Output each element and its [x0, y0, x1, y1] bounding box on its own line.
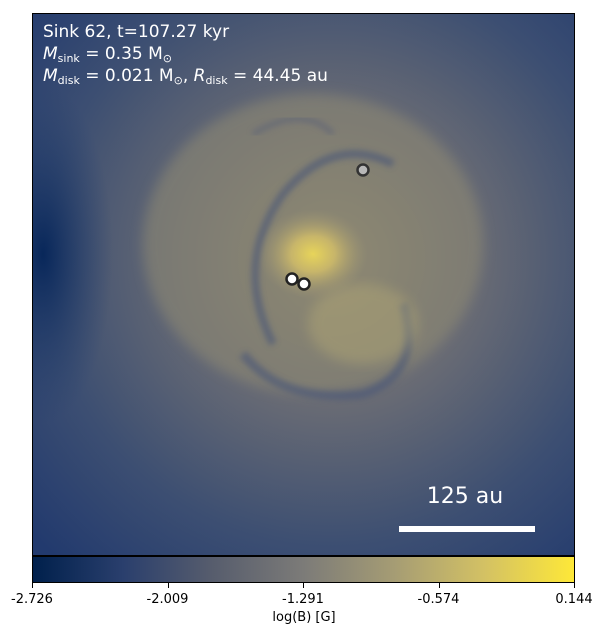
colorbar-label: log(B) [G]: [272, 610, 336, 625]
sink-mass-line: Msink = 0.35 M⊙: [43, 43, 172, 70]
colorbar-tick-label: -1.291: [282, 592, 324, 607]
colorbar-tick: [438, 583, 440, 588]
colorbar-tick: [574, 583, 575, 588]
magnetic-field-map: Sink 62, t=107.27 kyr Msink = 0.35 M⊙ Md…: [32, 13, 575, 556]
colorbar-tick-label: -0.574: [417, 592, 460, 607]
sink-c-marker: [356, 163, 370, 177]
colorbar-tick: [303, 583, 304, 588]
m-sink-value: = 0.35 M: [79, 44, 163, 64]
m-sink-unit: ⊙: [162, 52, 173, 65]
m-disk-value: = 0.021 M: [79, 66, 174, 86]
m-sink-sub: sink: [57, 52, 80, 65]
colorbar: [32, 556, 575, 583]
colorbar-tick: [32, 583, 33, 588]
colorbar-tick-label: -2.726: [11, 592, 53, 607]
low-field-region: [33, 84, 113, 424]
scale-bar-label: 125 au: [426, 484, 504, 509]
m-disk-unit: ⊙: [173, 74, 183, 87]
bright-core: [258, 209, 368, 299]
m-sink-symbol: M: [43, 44, 58, 64]
spiral-arm-3: [251, 116, 336, 137]
spiral-arm-1: [251, 150, 395, 346]
field-image: [33, 14, 574, 555]
sink-b-marker: [297, 277, 311, 291]
m-disk-symbol: M: [43, 66, 58, 86]
r-disk-value: = 44.45 au: [227, 66, 328, 86]
disk-line: Mdisk = 0.021 M⊙, Rdisk = 44.45 au: [43, 65, 328, 92]
r-disk-sub: disk: [205, 74, 228, 87]
sink-a-marker: [285, 272, 299, 286]
scale-bar: [399, 526, 535, 532]
bright-arm: [308, 284, 418, 364]
colorbar-tick: [167, 583, 169, 588]
colorbar-tick-label: -2.009: [146, 592, 189, 607]
title-line: Sink 62, t=107.27 kyr: [43, 22, 230, 42]
separator: ,: [182, 66, 194, 86]
colorbar-tick-label: 0.144: [555, 592, 593, 607]
m-disk-sub: disk: [57, 74, 80, 87]
r-disk-symbol: R: [193, 66, 206, 86]
